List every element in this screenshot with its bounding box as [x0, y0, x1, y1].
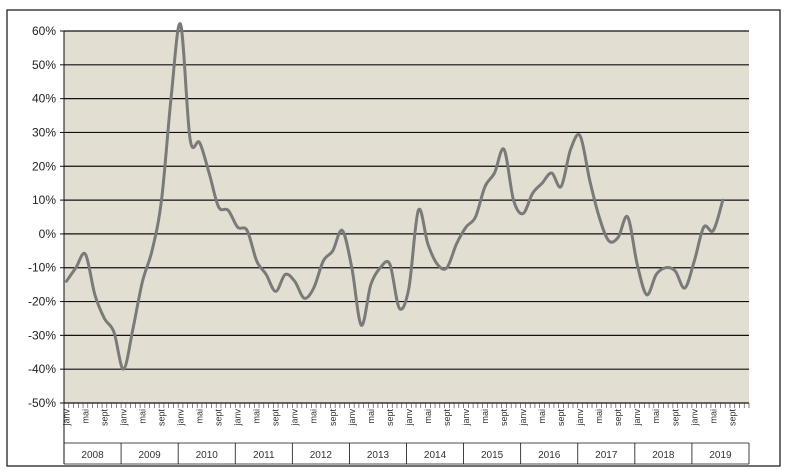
x-month-label: mai [366, 409, 376, 424]
x-year-label: 2017 [595, 450, 618, 461]
x-month-label: janv [461, 409, 471, 427]
x-month-label: mai [80, 409, 90, 424]
x-month-label: janv [575, 409, 585, 427]
x-month-label: mai [708, 409, 718, 424]
x-month-label: mai [423, 409, 433, 424]
y-tick-label: 30% [32, 125, 56, 139]
x-month-label: janv [404, 409, 414, 427]
x-month-label: sept [99, 409, 109, 427]
x-month-label: mai [594, 409, 604, 424]
x-month-label: janv [689, 409, 699, 427]
x-month-label: mai [480, 409, 490, 424]
x-year-label: 2009 [139, 450, 162, 461]
x-year-label: 2015 [481, 450, 504, 461]
x-month-label: mai [651, 409, 661, 424]
y-tick-label: -30% [28, 328, 56, 342]
x-month-label: janv [118, 409, 128, 427]
x-month-label: janv [176, 409, 186, 427]
x-year-label: 2012 [310, 450, 333, 461]
y-tick-label: 20% [32, 159, 56, 173]
x-month-label: sept [670, 409, 680, 427]
x-year-label: 2010 [196, 450, 219, 461]
x-year-label: 2008 [81, 450, 104, 461]
y-tick-label: 60% [32, 24, 56, 38]
x-month-label: janv [233, 409, 243, 427]
plot-area [64, 31, 749, 403]
x-month-label: sept [499, 409, 509, 427]
x-month-label: sept [613, 409, 623, 427]
x-month-label: sept [271, 409, 281, 427]
x-month-label: janv [61, 409, 71, 427]
x-month-label: sept [442, 409, 452, 427]
x-year-label: 2013 [367, 450, 390, 461]
x-month-label: mai [537, 409, 547, 424]
x-month-label: mai [309, 409, 319, 424]
x-month-label: sept [385, 409, 395, 427]
y-tick-label: -10% [28, 261, 56, 275]
y-tick-label: 10% [32, 193, 56, 207]
y-tick-label: -40% [28, 362, 56, 376]
x-month-label: sept [727, 409, 737, 427]
x-month-label: janv [632, 409, 642, 427]
x-month-label: mai [195, 409, 205, 424]
x-month-label: mai [137, 409, 147, 424]
x-month-label: sept [556, 409, 566, 427]
x-month-label: sept [328, 409, 338, 427]
x-month-label: janv [347, 409, 357, 427]
x-month-label: janv [290, 409, 300, 427]
y-tick-label: 0% [39, 227, 57, 241]
x-month-label: janv [518, 409, 528, 427]
y-tick-label: -20% [28, 295, 56, 309]
x-year-label: 2014 [424, 450, 447, 461]
y-tick-label: -50% [28, 396, 56, 410]
y-tick-label: 40% [32, 92, 56, 106]
x-year-label: 2019 [709, 450, 732, 461]
x-month-label: mai [252, 409, 262, 424]
series-line [64, 22, 725, 371]
x-month-label: sept [214, 409, 224, 427]
x-year-label: 2018 [652, 450, 675, 461]
x-year-label: 2016 [538, 450, 561, 461]
y-tick-label: 50% [32, 58, 56, 72]
x-year-label: 2011 [253, 450, 275, 461]
x-month-label: sept [157, 409, 167, 427]
